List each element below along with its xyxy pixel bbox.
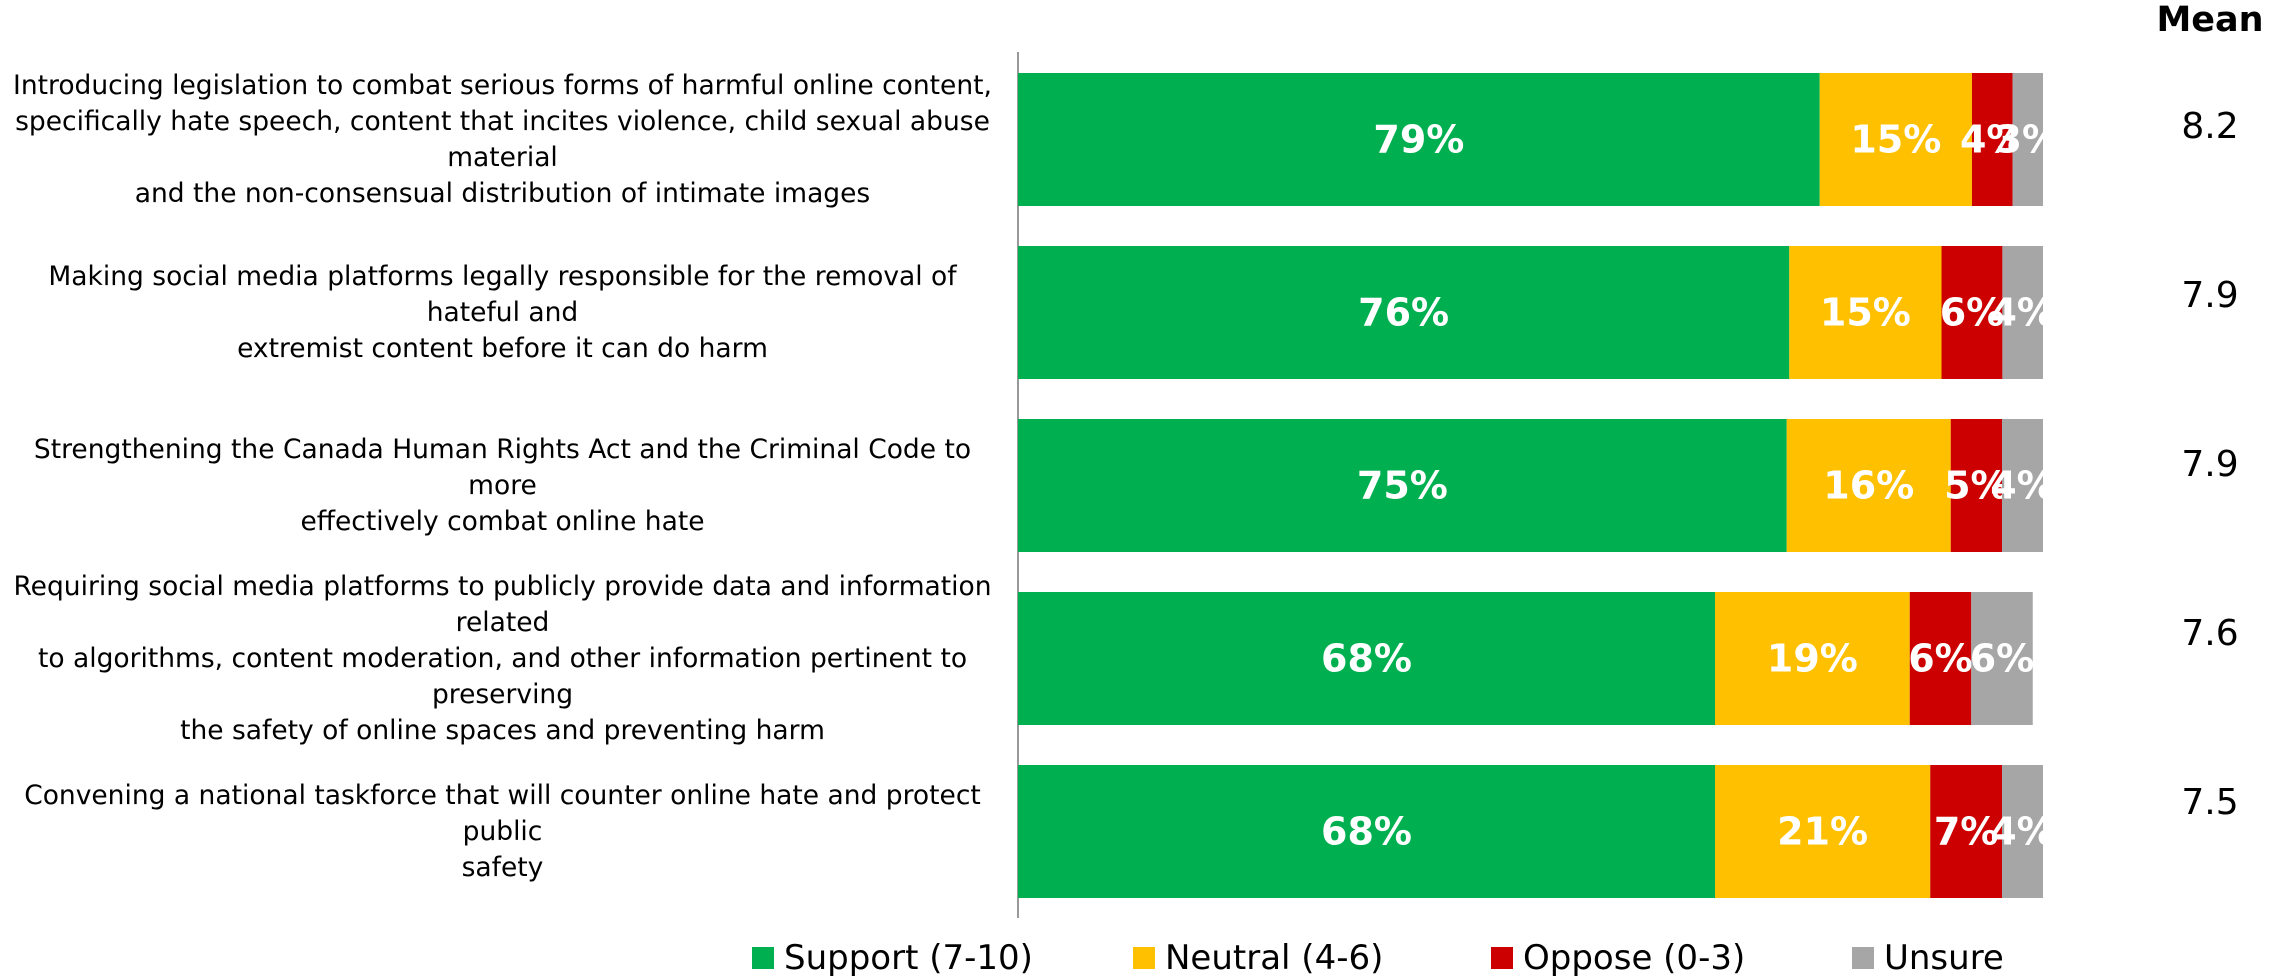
data-label: 4%	[1990, 810, 2055, 854]
bar-segment	[2002, 765, 2043, 898]
data-label: 15%	[1820, 291, 1911, 335]
category-label-line: safety	[461, 851, 544, 883]
mean-value: 8.2	[2181, 105, 2239, 147]
data-label: 6%	[1970, 637, 2035, 681]
data-label: 5%	[1944, 464, 2009, 508]
bar-segment	[1971, 592, 2033, 725]
legend-swatch	[752, 947, 774, 969]
legend-label: Neutral (4-6)	[1165, 938, 1384, 978]
bar-segment	[1819, 73, 1972, 206]
category-label-line: specifically hate speech, content that i…	[15, 105, 990, 173]
category-label-line: Introducing legislation to combat seriou…	[13, 69, 992, 101]
bar-row: 75% 16% 5%4%	[1018, 419, 2055, 552]
bar-segment	[1950, 419, 2002, 552]
data-label: 75%	[1357, 464, 1448, 508]
legend-item: Support (7-10)	[752, 938, 1033, 978]
bar-segment	[1715, 592, 1910, 725]
legend-swatch	[1852, 947, 1874, 969]
category-label-line: extremist content before it can do harm	[237, 332, 768, 364]
category-label: Requiring social media platforms to publ…	[10, 571, 995, 746]
bar-segment	[1930, 765, 2002, 898]
category-label: Strengthening the Canada Human Rights Ac…	[10, 419, 995, 552]
mean-column-title: Mean	[2156, 0, 2264, 40]
bar-row: 76% 15% 6%4%	[1018, 246, 2055, 379]
category-label-line: Convening a national taskforce that will…	[24, 779, 981, 847]
data-label: 7%	[1934, 810, 1999, 854]
legend-label: Support (7-10)	[784, 938, 1033, 978]
category-label-text: Introducing legislation to combat seriou…	[10, 68, 995, 212]
category-label: Making social media platforms legally re…	[10, 246, 995, 379]
category-label-line: effectively combat online hate	[300, 505, 705, 537]
bar-segment	[1018, 419, 1787, 552]
category-label-line: Making social media platforms legally re…	[48, 260, 957, 328]
category-label-line: and the non-consensual distribution of i…	[134, 177, 871, 209]
bar-segment	[2002, 246, 2043, 379]
bar-segment	[1909, 592, 1972, 725]
category-label-text: Making social media platforms legally re…	[10, 259, 995, 367]
category-label-text: Convening a national taskforce that will…	[10, 778, 995, 886]
data-label: 76%	[1358, 291, 1449, 335]
category-label-text: Requiring social media platforms to publ…	[10, 569, 995, 749]
category-label-line: to algorithms, content moderation, and o…	[37, 642, 968, 710]
legend-swatch	[1491, 947, 1513, 969]
legend-item: Unsure	[1852, 938, 2004, 978]
bar-segment	[1786, 419, 1951, 552]
legend-item: Oppose (0-3)	[1491, 938, 1745, 978]
category-label-line: the safety of online spaces and preventi…	[180, 714, 825, 746]
category-label-line: Requiring social media platforms to publ…	[13, 570, 992, 638]
bar-segment	[1018, 592, 1715, 725]
data-label: 79%	[1373, 118, 1464, 162]
legend-swatch	[1133, 947, 1155, 969]
data-label: 4%	[1990, 464, 2055, 508]
mean-value: 7.6	[2181, 612, 2239, 654]
bar-segment	[1789, 246, 1942, 379]
data-label: 3%	[1996, 118, 2061, 162]
data-label: 16%	[1823, 464, 1914, 508]
data-label: 21%	[1777, 810, 1868, 854]
bar-segment	[1018, 765, 1715, 898]
bar-segment	[1715, 765, 1931, 898]
legend: Support (7-10) Neutral (4-6) Oppose (0-3) U…	[0, 938, 2285, 978]
mean-value: 7.5	[2181, 781, 2239, 823]
bar-row: 79% 15% 4%3%	[1018, 73, 2060, 206]
category-label: Introducing legislation to combat seriou…	[10, 70, 995, 209]
category-label-line: Strengthening the Canada Human Rights Ac…	[33, 433, 972, 501]
mean-value: 7.9	[2181, 274, 2239, 316]
category-label-text: Strengthening the Canada Human Rights Ac…	[10, 432, 995, 540]
bar-segment	[1018, 73, 1820, 206]
category-label: Convening a national taskforce that will…	[10, 765, 995, 898]
data-label: 19%	[1767, 637, 1858, 681]
bar-segment	[1018, 246, 1790, 379]
bar-segment	[1971, 73, 2013, 206]
bar-segment	[2002, 419, 2043, 552]
bar-row: 68% 21% 7%4%	[1018, 765, 2055, 898]
data-label: 68%	[1321, 810, 1412, 854]
bar-segment	[2012, 73, 2043, 206]
data-label: 6%	[1908, 637, 1973, 681]
legend-label: Unsure	[1884, 938, 2004, 978]
bar-segment	[1941, 246, 2003, 379]
data-label: 68%	[1321, 637, 1412, 681]
data-label: 15%	[1850, 118, 1941, 162]
legend-item: Neutral (4-6)	[1133, 938, 1383, 978]
mean-value: 7.9	[2181, 443, 2239, 485]
data-label: 4%	[1990, 291, 2055, 335]
bar-row: 68% 19% 6%6%	[1018, 592, 2034, 725]
data-label: 6%	[1940, 291, 2005, 335]
legend-label: Oppose (0-3)	[1523, 938, 1746, 978]
